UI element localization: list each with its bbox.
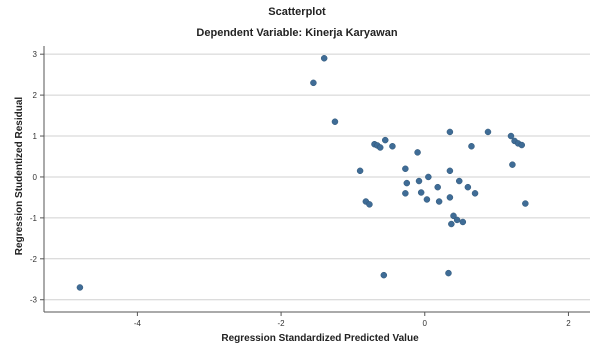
- x-tick-label: -2: [278, 319, 286, 328]
- data-point: [445, 269, 452, 277]
- data-point: [402, 165, 409, 173]
- data-point: [366, 201, 373, 208]
- x-tick-label: -4: [134, 319, 142, 328]
- x-tick-label: 2: [566, 319, 571, 328]
- data-point: [509, 161, 516, 168]
- data-point: [425, 173, 432, 181]
- data-point: [459, 218, 467, 226]
- data-point: [446, 194, 454, 201]
- data-point: [402, 190, 409, 197]
- y-tick-label: -1: [30, 214, 38, 223]
- data-point: [464, 183, 472, 191]
- data-point: [484, 128, 492, 136]
- y-tick-label: 3: [33, 50, 38, 59]
- data-point: [471, 190, 479, 197]
- grid-lines: [44, 53, 590, 301]
- data-point: [380, 271, 388, 279]
- tick-labels: 3 2 1 0 -1 -2 -3 -4 -2 0 2: [30, 50, 571, 328]
- data-point: [446, 128, 454, 136]
- data-point: [518, 141, 525, 149]
- data-point: [446, 167, 454, 175]
- chart-title: Scatterplot: [268, 6, 326, 18]
- data-point: [435, 198, 443, 205]
- y-tick-label: 0: [33, 173, 38, 182]
- data-point: [310, 79, 317, 87]
- data-point: [434, 183, 441, 191]
- data-point: [417, 189, 425, 196]
- data-point: [76, 284, 84, 291]
- data-point: [382, 136, 389, 144]
- data-point: [522, 200, 529, 207]
- chart-subtitle: Dependent Variable: Kinerja Karyawan: [196, 27, 398, 39]
- data-point: [331, 118, 339, 125]
- data-point: [320, 55, 328, 62]
- y-tick-label: -2: [30, 255, 38, 264]
- data-point: [414, 149, 421, 156]
- data-point: [448, 220, 455, 228]
- data-point: [453, 216, 461, 224]
- y-tick-label: 2: [33, 91, 38, 100]
- x-axis-label: Regression Standardized Predicted Value: [221, 333, 419, 344]
- y-tick-label: -3: [30, 296, 38, 305]
- data-point: [423, 196, 431, 203]
- data-point: [468, 143, 475, 150]
- y-tick-label: 1: [33, 132, 38, 141]
- data-point: [415, 177, 423, 185]
- data-point: [389, 143, 396, 150]
- axes: [40, 46, 590, 316]
- data-point: [376, 144, 384, 151]
- data-point: [450, 212, 457, 220]
- data-point: [356, 167, 364, 175]
- x-tick-label: 0: [423, 319, 428, 328]
- y-axis-label: Regression Studentized Residual: [14, 97, 25, 256]
- data-point: [403, 179, 411, 187]
- data-point: [507, 132, 515, 140]
- data-points: [76, 55, 529, 291]
- data-point: [455, 177, 463, 185]
